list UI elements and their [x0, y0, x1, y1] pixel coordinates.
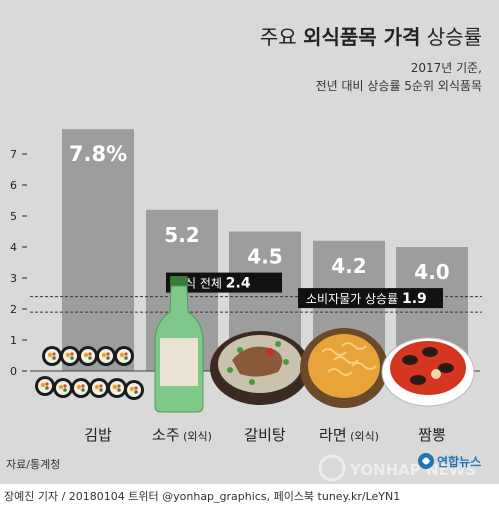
y-tick-label-4: 4 — [10, 241, 17, 254]
y-tick-label-2: 2 — [10, 303, 17, 316]
chart-title-prefix: 주요 — [260, 25, 303, 49]
galbitang-illustration — [210, 331, 310, 405]
source-text: 자료/통계청 — [6, 458, 60, 471]
chart-title: 주요 외식품목 가격 상승률 — [260, 25, 482, 49]
category-label-3: 갈비탕 — [244, 426, 286, 444]
chart-subtitle-line2: 전년 대비 상승률 5순위 외식품목 — [316, 79, 482, 93]
category-label-1: 김밥 — [84, 426, 112, 444]
category-label-5: 짬뽕 — [418, 426, 446, 444]
ref-label-box-2 — [298, 288, 443, 309]
ramen-illustration — [300, 328, 388, 408]
soju-bottle-illustration — [154, 276, 204, 413]
watermark-logo: YONHAP NEWS — [318, 454, 476, 482]
chart-subtitle-line1: 2017년 기준, — [411, 61, 482, 75]
y-tick-label-3: 3 — [10, 272, 17, 285]
bar-value-label-4: 4.2 — [331, 254, 366, 278]
category-label-2: 소주 (외식) — [152, 426, 212, 444]
bar-value-label-3: 4.5 — [247, 245, 282, 269]
kimbap-illustration — [35, 346, 144, 400]
yonhap-logo: 연합뉴스 — [418, 453, 481, 469]
y-tick-label-0: 0 — [10, 365, 17, 378]
bar-value-label-2: 5.2 — [164, 223, 199, 247]
yonhap-logo-text: 연합뉴스 — [437, 454, 481, 469]
bar-1 — [62, 129, 134, 371]
watermark-text: YONHAP NEWS — [349, 461, 476, 479]
chart-title-suffix: 상승률 — [420, 25, 482, 49]
y-tick-label-7: 7 — [10, 148, 17, 161]
ref-label-box-1 — [166, 272, 282, 293]
jjamppong-illustration — [381, 337, 475, 407]
y-tick-label-1: 1 — [10, 334, 17, 347]
credit-text: 장예진 기자 / 20180104 트위터 @yonhap_graphics, … — [4, 490, 401, 503]
bar-value-label-5: 4.0 — [414, 260, 449, 284]
chart-title-emphasis: 외식품목 가격 — [303, 25, 420, 49]
credit-footer: 장예진 기자 / 20180104 트위터 @yonhap_graphics, … — [0, 484, 499, 506]
category-label-4: 라면 (외식) — [319, 426, 379, 444]
ref-label-2: 소비자물가 상승률 1.9 — [306, 291, 427, 307]
bar-value-label-1: 7.8% — [69, 142, 127, 166]
y-tick-label-6: 6 — [10, 179, 17, 192]
y-tick-label-5: 5 — [10, 210, 17, 223]
